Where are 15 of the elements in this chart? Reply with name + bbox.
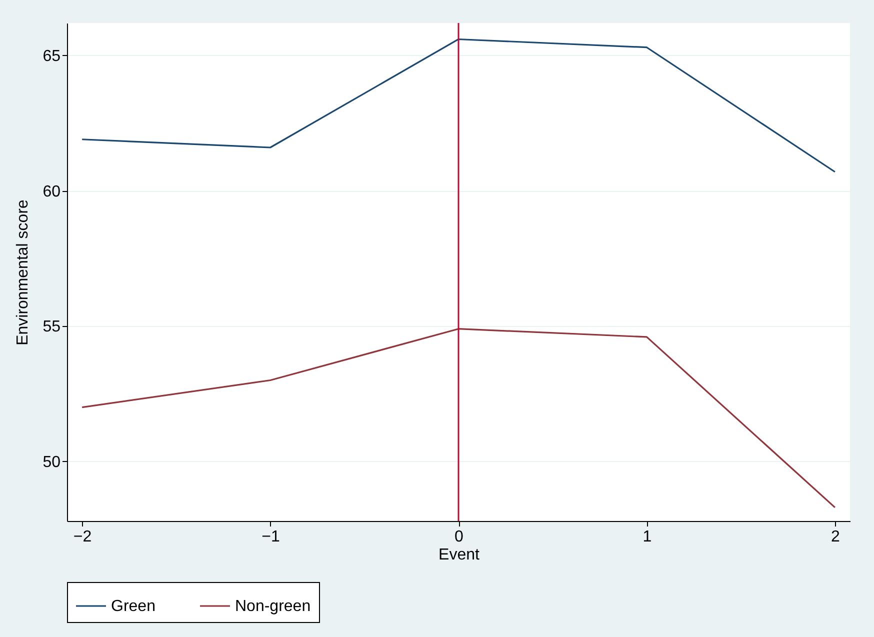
x-tick-label: −2	[73, 528, 92, 546]
y-axis-title: Environmental score	[14, 199, 32, 346]
y-tick-label: 55	[42, 318, 61, 336]
x-tick-label: 1	[642, 528, 652, 546]
y-tick-label: 65	[42, 48, 61, 65]
legend-label: Green	[111, 598, 156, 615]
x-tick-label: 0	[454, 528, 464, 546]
x-axis-title: Event	[438, 546, 480, 564]
line-series	[81, 38, 836, 173]
y-tick-label: 50	[42, 454, 61, 471]
line-series	[81, 328, 836, 508]
y-tick-label: 60	[42, 183, 61, 200]
x-tick-label: 2	[830, 528, 840, 546]
x-tick-label: −1	[262, 528, 280, 546]
legend-label: Non-green	[235, 598, 311, 615]
